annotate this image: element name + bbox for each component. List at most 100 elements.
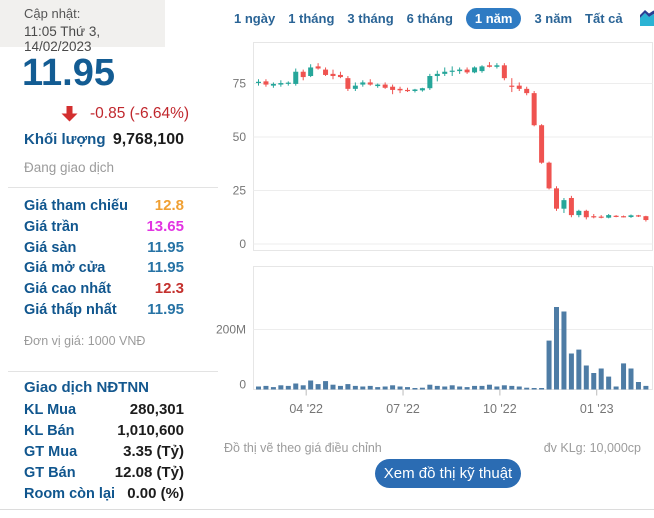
tab-1-tháng[interactable]: 1 tháng [288,10,335,26]
price-info-row: Giá cao nhất 12.3 [24,280,184,301]
candle-body [501,65,507,79]
tab-3-tháng[interactable]: 3 tháng [347,10,394,26]
price-info-row: Giá mở cửa 11.95 [24,259,184,280]
foreign-trading-row: KL Bán 1,010,600 [24,422,184,443]
price-volume-chart[interactable]: 75 50 25 0 200M 0 04 '22 07 '22 10 '22 01 '23 [0,0,654,440]
volume-bar [494,386,500,390]
candle-body [315,66,321,69]
volume-bar [583,365,589,390]
candle-body [591,216,597,218]
volume-bar [524,387,530,390]
price-info-row: Giá thấp nhất 11.95 [24,301,184,322]
volume-value: 9,768,100 [112,131,184,148]
tab-1-ngày[interactable]: 1 ngày [234,10,276,26]
candle-body [486,65,492,67]
price-info-row: Giá sàn 11.95 [24,239,184,260]
volume-bar [308,380,314,390]
divider [8,371,218,372]
candle-body [427,76,433,89]
update-label: Cập nhật: [24,6,81,21]
volume-bar [472,385,478,390]
candle-body [300,71,306,78]
volume-bar [367,385,373,390]
candle-body [494,65,500,67]
volume-bar [621,363,627,390]
volume-bar [323,381,329,390]
volume-bar [337,385,343,390]
price-down-arrow-icon [61,106,78,122]
candle-body [263,81,269,85]
foreign-trading-value: 280,301 [129,401,184,418]
volume-bar [628,368,634,390]
foreign-trading-value: 0.00 (%) [127,484,184,502]
volume-bar [352,385,358,390]
volume-bar [539,388,545,390]
volume-bar [516,386,522,390]
volume-bar [554,307,559,390]
volume-bar [486,384,492,390]
volume-bar [390,385,396,390]
candle-body [568,197,574,216]
volume-bar [561,311,567,390]
candle-body [405,89,410,92]
volume-row: Khối lượng 9,768,100 [24,131,184,149]
volume-bar [375,387,381,390]
foreign-trading-value: 3.35 (Tỷ) [123,442,184,460]
tab-tất-cả[interactable]: Tất cả [585,10,623,26]
price-info-label: Giá cao nhất [24,281,112,298]
timeframe-tabs: 1 ngày 1 tháng 3 tháng 6 tháng 1 năm 3 năm Tất… [234,6,654,30]
candle-body [256,81,261,83]
candle-body [554,188,559,209]
axis-tick-label: 25 [233,184,247,198]
volume-bar [293,383,299,390]
axis-tick-label: 04 '22 [289,402,323,416]
foreign-trading-label: GT Mua [24,443,78,460]
candle-body [390,86,396,90]
axis-tick-label: 0 [239,237,246,251]
volume-bar [501,385,507,390]
volume-bar [509,385,515,390]
price-info-label: Giá tham chiếu [24,198,128,214]
foreign-trading-label: KL Mua [24,402,77,418]
volume-bar [464,387,470,390]
technical-chart-button[interactable]: Xem đồ thị kỹ thuật [375,459,521,488]
divider [8,187,218,188]
foreign-trading-title: Giao dịch NĐTNN [24,379,150,396]
candle-body [270,83,276,86]
candle-body [345,78,351,89]
candle-body [442,71,448,74]
area-chart-icon[interactable] [639,9,654,27]
update-box: Cập nhật: 11:05 Thứ 3, 14/02/2023 [0,0,165,54]
volume-bar [576,349,582,390]
tab-1-năm[interactable]: 1 năm [465,7,522,29]
volume-bar [419,387,425,390]
candle-body [360,82,366,85]
candle-body [598,216,604,218]
candle-body [516,85,522,89]
candle-body [472,67,478,73]
volume-bar [442,386,448,390]
tab-3-năm[interactable]: 3 năm [534,10,573,26]
candle-body [285,82,291,84]
candle-body [561,200,567,209]
foreign-trading-label: Room còn lại [24,485,116,502]
foreign-trading-label: KL Bán [24,422,75,439]
candle-body [628,215,634,218]
volume-bar [479,385,485,390]
price-info-label: Giá thấp nhất [24,301,117,318]
candle-body [337,74,343,78]
price-info-label: Giá trần [24,218,79,235]
volume-bar [285,385,291,390]
foreign-trading-row: GT Mua 3.35 (Tỷ) [24,443,184,464]
volume-bar [330,384,336,390]
volume-bar [412,388,418,390]
volume-bar [405,387,410,390]
volume-bar [457,386,463,390]
volume-bar [643,385,649,390]
volume-bar [568,353,574,390]
candle-body [509,85,515,87]
candle-body [621,216,627,218]
volume-bar [598,368,604,390]
tab-6-tháng[interactable]: 6 tháng [406,10,453,26]
